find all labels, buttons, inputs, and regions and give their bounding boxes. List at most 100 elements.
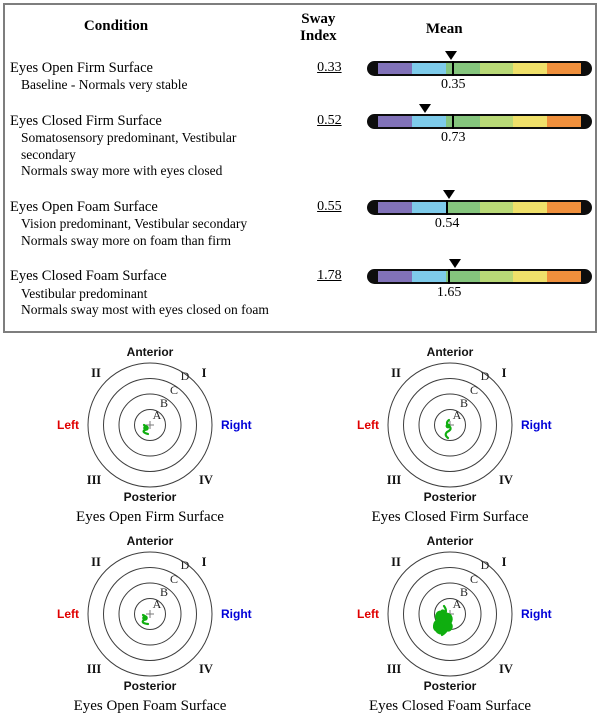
bar-segment [513,271,548,283]
condition-note: Baseline - Normals very stable [21,77,188,93]
stability-plot: Anterior Posterior Left Right II I III I… [357,345,552,504]
mean-tick [448,269,451,285]
target-rings [387,551,513,677]
sway-index-value: 0.52 [317,113,342,128]
quadrant-ii-label: II [391,555,401,569]
mean-row: 0.35 [378,76,581,94]
ring-d-label: D [181,369,190,383]
quadrant-i-label: I [202,555,207,569]
bar-segment [513,201,548,213]
bar-segment [411,63,446,74]
ring-c-label: C [470,572,478,586]
bar-segment [547,201,582,213]
plot-cell: Anterior Posterior Left Right II I III I… [0,343,300,526]
report-header: Condition Sway Index Mean [10,10,592,50]
condition-note: Vestibular predominant [21,285,148,301]
marker-row [378,103,581,114]
bar-color-segments [378,269,582,285]
bar-segment [378,63,412,74]
quadrant-i-label: I [202,366,207,380]
plot-title: Eyes Closed Foam Surface [368,698,532,715]
ring-c-label: C [170,383,178,397]
sway-index-value: 0.55 [317,198,342,214]
anterior-label: Anterior [427,345,474,359]
ring-c-label: C [170,572,178,586]
posterior-label: Posterior [424,490,477,504]
sway-scale-bar [367,61,592,76]
ring-d-label: D [481,369,490,383]
ring-b-label: B [460,396,468,410]
sway-index-cell: 0.33 [294,50,366,76]
condition-note: Normals sway more with eyes closed [21,163,223,179]
quadrant-iv-label: IV [199,473,213,487]
target-rings [387,362,513,488]
plot-cell: Anterior Posterior Left Right II I III I… [300,343,600,526]
center-cross-icon [146,421,154,430]
bar-segment [378,116,412,127]
patient-marker-icon [418,104,431,113]
quadrant-ii-label: II [391,366,401,380]
ring-a-label: A [453,408,462,422]
bar-segment [479,271,514,283]
mean-row: 0.54 [378,215,581,233]
right-label: Right [221,607,252,621]
mean-tick [452,114,455,129]
ring-a-label: A [453,597,462,611]
sway-header-line1: Sway [301,11,336,27]
anterior-label: Anterior [427,534,474,548]
right-label: Right [521,607,552,621]
condition-name: Eyes Open Firm Surface [10,60,153,76]
sway-index-value: 0.33 [317,60,342,75]
scale-cell: 0.35 [367,50,592,94]
plot-title: Eyes Closed Firm Surface [371,509,529,526]
bar-segment [547,116,582,127]
ring-d-label: D [181,558,190,572]
right-label: Right [521,418,552,432]
plot-title: Eyes Open Firm Surface [76,509,224,526]
target-rings [87,362,213,488]
mean-tick [446,199,449,215]
bar-color-segments [378,61,582,76]
condition-note: Normals sway more on foam than firm [21,232,231,248]
condition-text-cell: Eyes Open Firm Surface Baseline - Normal… [10,50,294,94]
mean-row: 0.73 [378,129,581,147]
stability-plot: Anterior Posterior Left Right II I III I… [357,534,552,693]
scale-cell: 0.73 [367,103,592,147]
left-label: Left [357,418,379,432]
bar-segment [445,63,480,74]
marker-row [378,258,581,269]
bar-segment [378,271,412,283]
bar-segment [411,116,446,127]
sway-report-panel: Condition Sway Index Mean Eyes Open Firm… [3,3,597,334]
posterior-label: Posterior [124,490,177,504]
mean-tick [452,61,455,76]
quadrant-i-label: I [502,555,507,569]
ring-a-label: A [153,597,162,611]
header-mean-cell: Mean [364,10,581,50]
patient-marker-icon [445,51,458,60]
mean-row: 1.65 [378,284,581,302]
condition-name: Eyes Open Foam Surface [10,198,158,215]
posterior-label: Posterior [124,679,177,693]
marker-row [378,189,581,200]
quadrant-iv-label: IV [499,473,513,487]
mean-value: 0.35 [440,77,466,92]
sway-index-cell: 0.55 [294,189,366,215]
stability-plots-grid: Anterior Posterior Left Right II I III I… [0,343,600,721]
bar-segment [513,63,548,74]
quadrant-iii-label: III [387,473,402,487]
left-label: Left [57,418,79,432]
ring-b-label: B [160,396,168,410]
anterior-label: Anterior [127,345,174,359]
patient-marker-icon [449,259,462,269]
ring-d-label: D [481,558,490,572]
sway-scale-bar [367,114,592,129]
plot-title: Eyes Open Foam Surface [73,698,227,715]
sway-scale-bar [367,199,592,215]
condition-row: Eyes Closed Foam Surface Vestibular pred… [10,258,592,318]
scale-cell: 1.65 [367,258,592,302]
left-label: Left [57,607,79,621]
quadrant-i-label: I [502,366,507,380]
mean-value: 0.54 [434,215,460,231]
scale-cell: 0.54 [367,189,592,233]
